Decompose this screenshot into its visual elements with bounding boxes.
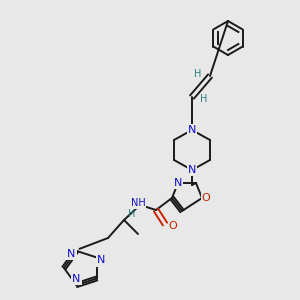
Text: N: N xyxy=(188,165,196,175)
Text: N: N xyxy=(72,274,81,284)
Text: NH: NH xyxy=(130,198,146,208)
Text: H: H xyxy=(200,94,208,104)
Text: N: N xyxy=(67,249,76,259)
Text: H: H xyxy=(128,209,136,219)
Text: N: N xyxy=(188,125,196,135)
Text: N: N xyxy=(174,178,182,188)
Text: O: O xyxy=(169,221,177,231)
Text: H: H xyxy=(194,69,202,79)
Text: N: N xyxy=(98,255,106,266)
Text: O: O xyxy=(202,193,210,203)
